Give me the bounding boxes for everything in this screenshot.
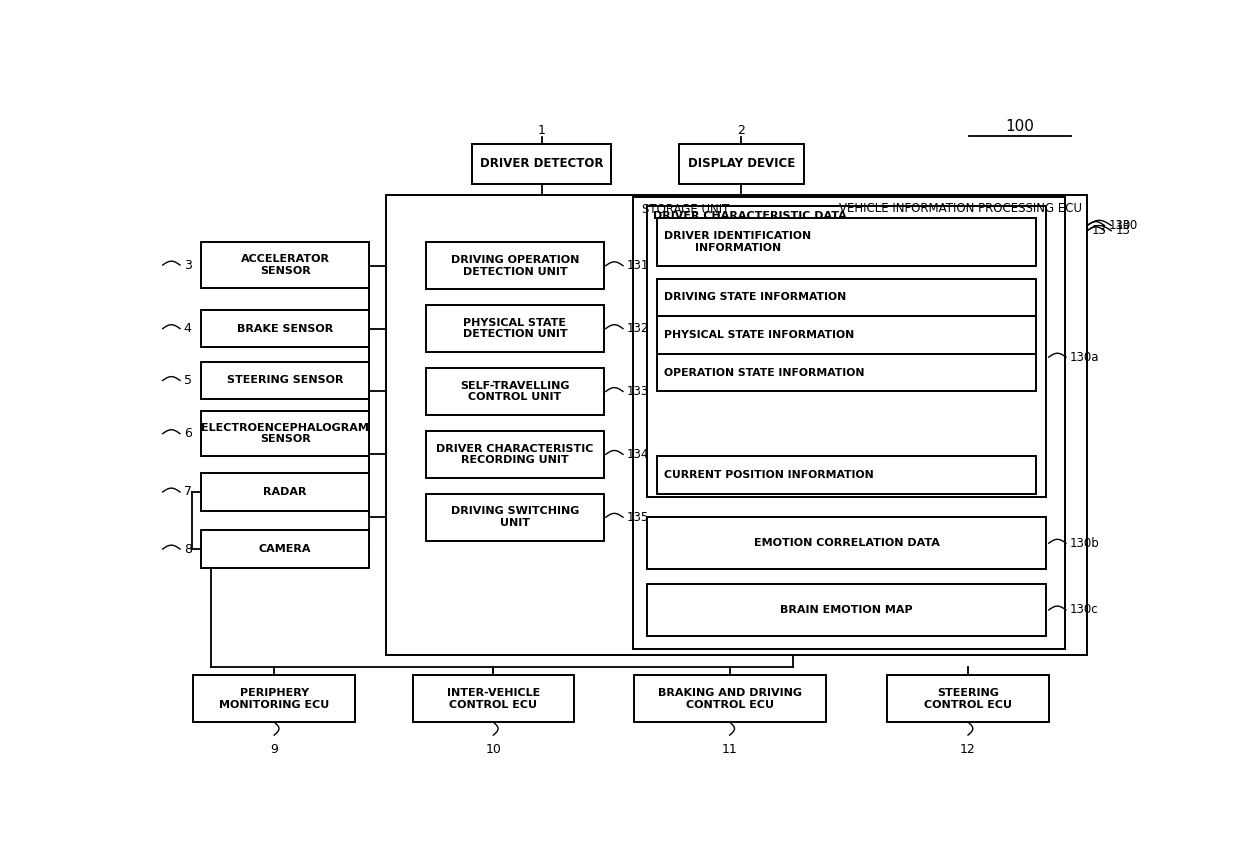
Text: STEERING
CONTROL ECU: STEERING CONTROL ECU	[924, 688, 1012, 710]
Bar	[472, 144, 611, 184]
Bar	[888, 675, 1049, 722]
Text: ACCELERATOR
SENSOR: ACCELERATOR SENSOR	[241, 254, 330, 276]
Bar	[657, 354, 1037, 392]
Text: EMOTION CORRELATION DATA: EMOTION CORRELATION DATA	[754, 538, 940, 548]
Text: PHYSICAL STATE
DETECTION UNIT: PHYSICAL STATE DETECTION UNIT	[463, 317, 567, 339]
Bar	[427, 431, 604, 477]
Bar	[634, 675, 826, 722]
Text: STEERING SENSOR: STEERING SENSOR	[227, 376, 343, 386]
Text: 12: 12	[960, 743, 976, 756]
Text: DRIVER DETECTOR: DRIVER DETECTOR	[480, 157, 604, 170]
Text: BRAIN EMOTION MAP: BRAIN EMOTION MAP	[780, 605, 913, 615]
Bar	[201, 310, 370, 348]
Bar	[201, 530, 370, 568]
Bar	[657, 218, 1037, 266]
Text: 135: 135	[627, 511, 649, 524]
Text: 100: 100	[1006, 120, 1034, 135]
Text: 7: 7	[184, 486, 192, 498]
Text: 8: 8	[184, 542, 192, 556]
Text: 2: 2	[738, 124, 745, 136]
Text: ELECTROENCEPHALOGRAM
SENSOR: ELECTROENCEPHALOGRAM SENSOR	[201, 423, 370, 445]
Text: VEHICLE INFORMATION PROCESSING ECU: VEHICLE INFORMATION PROCESSING ECU	[839, 201, 1083, 215]
Text: 133: 133	[627, 385, 649, 398]
Text: 4: 4	[184, 322, 192, 335]
Text: 9: 9	[270, 743, 278, 756]
Text: 13: 13	[1092, 224, 1107, 237]
Text: 10: 10	[485, 743, 501, 756]
Bar	[201, 473, 370, 511]
Text: DISPLAY DEVICE: DISPLAY DEVICE	[688, 157, 795, 170]
Bar	[201, 242, 370, 288]
Text: DRIVING SWITCHING
UNIT: DRIVING SWITCHING UNIT	[450, 507, 579, 528]
Text: 5: 5	[184, 374, 192, 387]
Bar	[657, 456, 1037, 494]
Bar	[201, 411, 370, 456]
Text: DRIVING OPERATION
DETECTION UNIT: DRIVING OPERATION DETECTION UNIT	[450, 255, 579, 276]
Bar	[657, 279, 1037, 317]
Bar	[386, 195, 1087, 655]
Bar	[193, 675, 355, 722]
Bar	[647, 206, 1045, 497]
Text: INTER-VEHICLE
CONTROL ECU: INTER-VEHICLE CONTROL ECU	[446, 688, 539, 710]
Bar	[647, 584, 1045, 636]
Text: DRIVER CHARACTERISTIC
RECORDING UNIT: DRIVER CHARACTERISTIC RECORDING UNIT	[436, 444, 594, 465]
Bar	[632, 197, 1065, 649]
Bar	[427, 242, 604, 289]
Bar	[427, 368, 604, 415]
Text: DRIVER IDENTIFICATION
INFORMATION: DRIVER IDENTIFICATION INFORMATION	[665, 232, 811, 253]
Bar	[413, 675, 574, 722]
Text: 130a: 130a	[1070, 350, 1100, 364]
Bar	[427, 306, 604, 352]
Bar	[657, 317, 1037, 354]
Text: CAMERA: CAMERA	[259, 544, 311, 554]
Text: 132: 132	[627, 322, 650, 335]
Text: SELF-TRAVELLING
CONTROL UNIT: SELF-TRAVELLING CONTROL UNIT	[460, 381, 569, 402]
Bar	[427, 494, 604, 541]
Text: 11: 11	[722, 743, 738, 756]
Text: PHYSICAL STATE INFORMATION: PHYSICAL STATE INFORMATION	[665, 330, 854, 340]
Text: CURRENT POSITION INFORMATION: CURRENT POSITION INFORMATION	[665, 470, 874, 480]
Text: 1: 1	[537, 124, 546, 136]
Text: PERIPHERY
MONITORING ECU: PERIPHERY MONITORING ECU	[219, 688, 330, 710]
Bar	[201, 362, 370, 399]
Text: 13: 13	[1116, 224, 1131, 237]
Text: STORAGE UNIT: STORAGE UNIT	[642, 204, 729, 216]
Bar	[647, 517, 1045, 569]
Text: BRAKE SENSOR: BRAKE SENSOR	[237, 323, 334, 333]
Text: RADAR: RADAR	[263, 487, 308, 497]
Text: 3: 3	[184, 258, 192, 272]
Text: 130b: 130b	[1070, 536, 1100, 550]
Text: DRIVING STATE INFORMATION: DRIVING STATE INFORMATION	[665, 292, 847, 302]
Text: 130: 130	[1109, 219, 1131, 232]
Text: 130c: 130c	[1070, 604, 1099, 616]
Text: OPERATION STATE INFORMATION: OPERATION STATE INFORMATION	[665, 368, 864, 378]
Text: 130: 130	[1116, 219, 1138, 232]
Text: 131: 131	[627, 259, 650, 272]
Text: 6: 6	[184, 427, 192, 440]
Bar	[678, 144, 804, 184]
Text: 134: 134	[627, 448, 650, 461]
Text: DRIVER CHARACTERISTIC DATA: DRIVER CHARACTERISTIC DATA	[652, 211, 847, 221]
Text: BRAKING AND DRIVING
CONTROL ECU: BRAKING AND DRIVING CONTROL ECU	[657, 688, 802, 710]
